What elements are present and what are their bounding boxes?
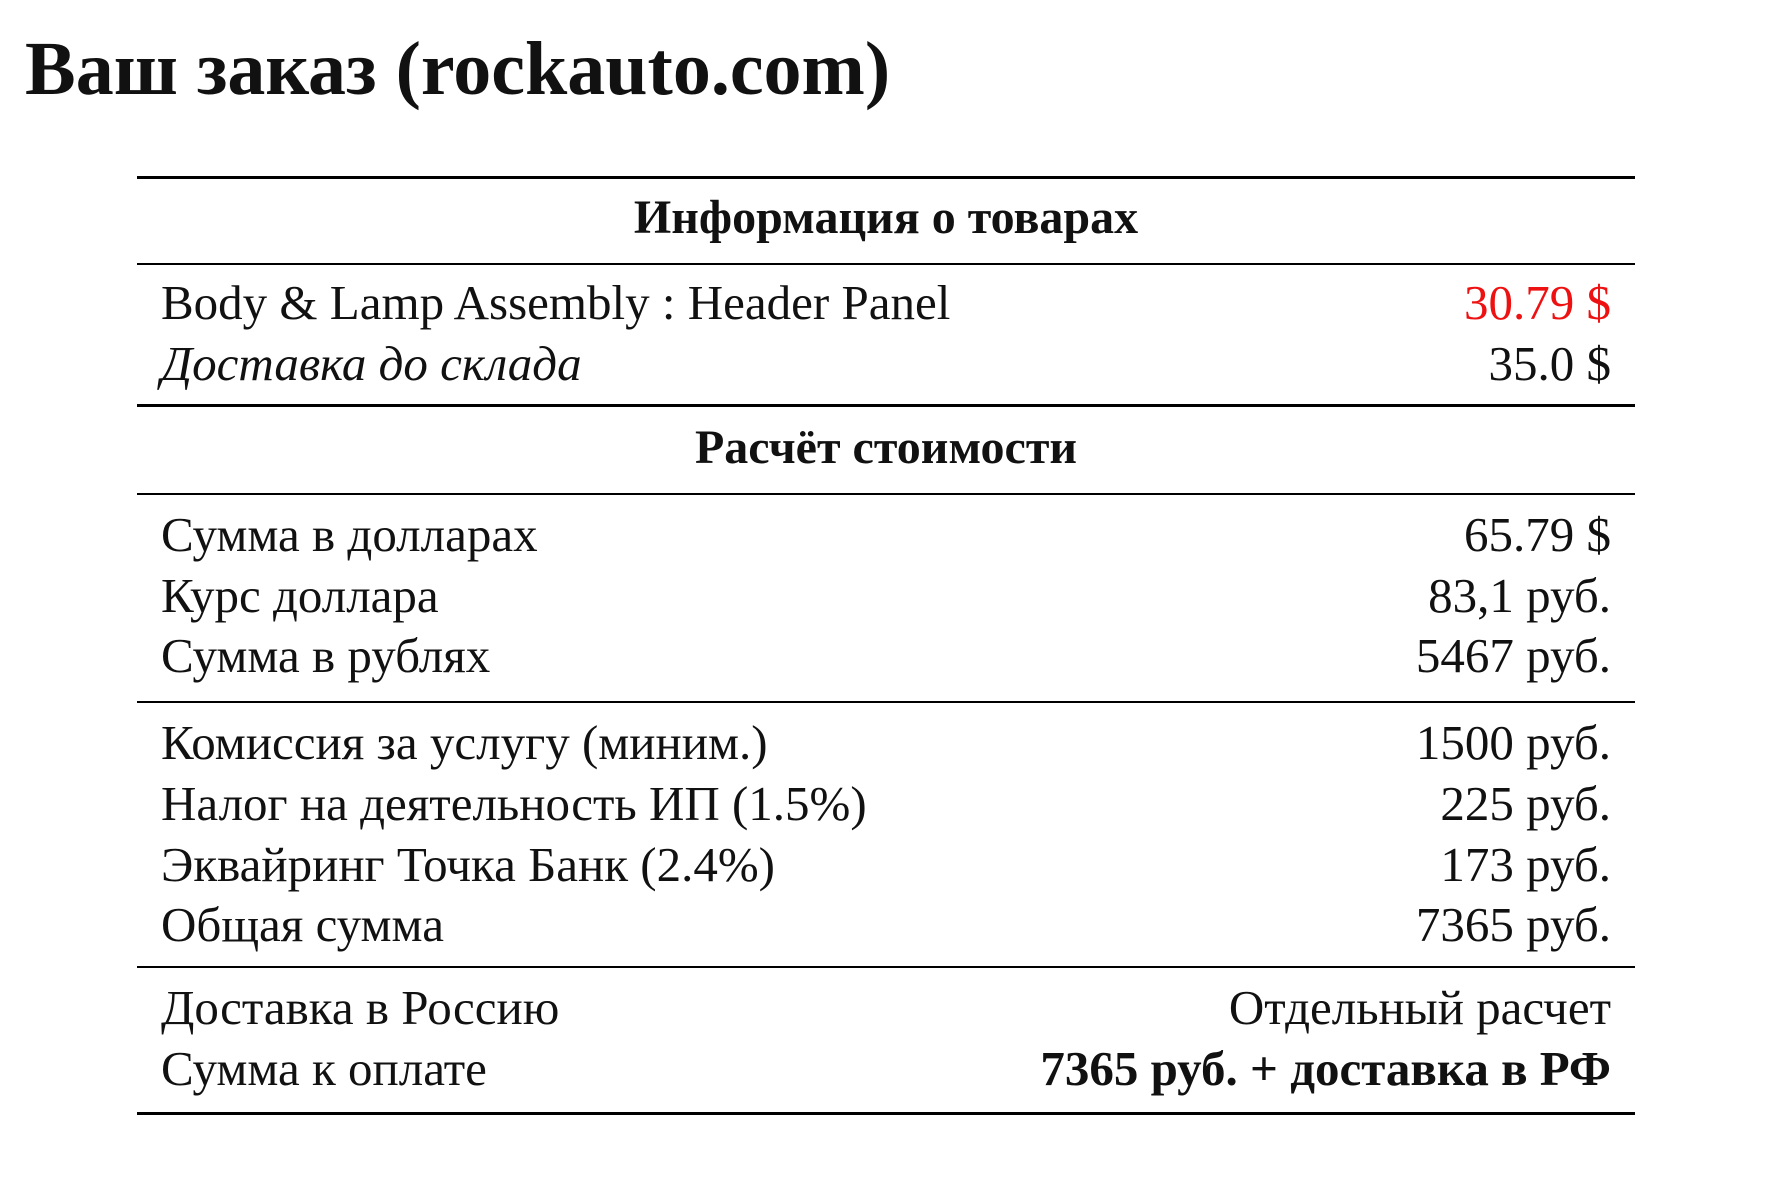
table-bottom-rule [137, 1112, 1635, 1115]
table-row: Налог на деятельность ИП (1.5%) 225 руб. [161, 774, 1611, 834]
row-value: 225 руб. [1440, 776, 1611, 831]
products-header: Информация о товарах [633, 191, 1139, 244]
row-value: 65.79 $ [1464, 507, 1611, 562]
row-label: Сумма к оплате [161, 1041, 487, 1096]
table-row: Эквайринг Точка Банк (2.4%) 173 руб. [161, 835, 1611, 895]
total-due-value: 7365 руб. + доставка в РФ [1040, 1041, 1611, 1096]
table-row: Доставка до склада 35.0 $ [161, 334, 1611, 394]
row-label: Доставка до склада [161, 336, 582, 391]
product-price: 30.79 $ [1464, 275, 1611, 330]
row-label: Курс доллара [161, 568, 439, 623]
table-top-rule [137, 176, 1635, 179]
table-row: Сумма в долларах 65.79 $ [161, 505, 1611, 565]
divider [137, 701, 1635, 703]
product-name: Body & Lamp Assembly : Header Panel [161, 275, 951, 330]
divider [137, 493, 1635, 495]
table-row: Общая сумма 7365 руб. [161, 895, 1611, 955]
table-row: Сумма к оплате 7365 руб. + доставка в РФ [161, 1039, 1611, 1099]
row-value: 1500 руб. [1415, 715, 1611, 770]
row-value: 5467 руб. [1415, 628, 1611, 683]
row-label: Общая сумма [161, 897, 444, 952]
row-value: 35.0 $ [1488, 336, 1612, 391]
divider [137, 263, 1635, 265]
page-title: Ваш заказ (rockauto.com) [25, 27, 891, 111]
row-label: Сумма в рублях [161, 628, 491, 683]
row-value: 83,1 руб. [1428, 568, 1611, 623]
row-label: Комиссия за услугу (миним.) [161, 715, 768, 770]
calc-header: Расчёт стоимости [694, 421, 1078, 474]
divider [137, 404, 1635, 407]
row-label: Сумма в долларах [161, 507, 538, 562]
table-row: Доставка в Россию Отдельный расчет [161, 978, 1611, 1038]
row-value: 7365 руб. [1415, 897, 1611, 952]
table-row: Body & Lamp Assembly : Header Panel 30.7… [161, 273, 1611, 333]
row-label: Эквайринг Точка Банк (2.4%) [161, 837, 775, 892]
table-row: Сумма в рублях 5467 руб. [161, 626, 1611, 686]
row-label: Доставка в Россию [161, 980, 560, 1035]
row-value: Отдельный расчет [1228, 980, 1611, 1035]
table-row: Курс доллара 83,1 руб. [161, 566, 1611, 626]
row-value: 173 руб. [1440, 837, 1611, 892]
table-row: Комиссия за услугу (миним.) 1500 руб. [161, 713, 1611, 773]
row-label: Налог на деятельность ИП (1.5%) [161, 776, 867, 831]
divider [137, 966, 1635, 968]
